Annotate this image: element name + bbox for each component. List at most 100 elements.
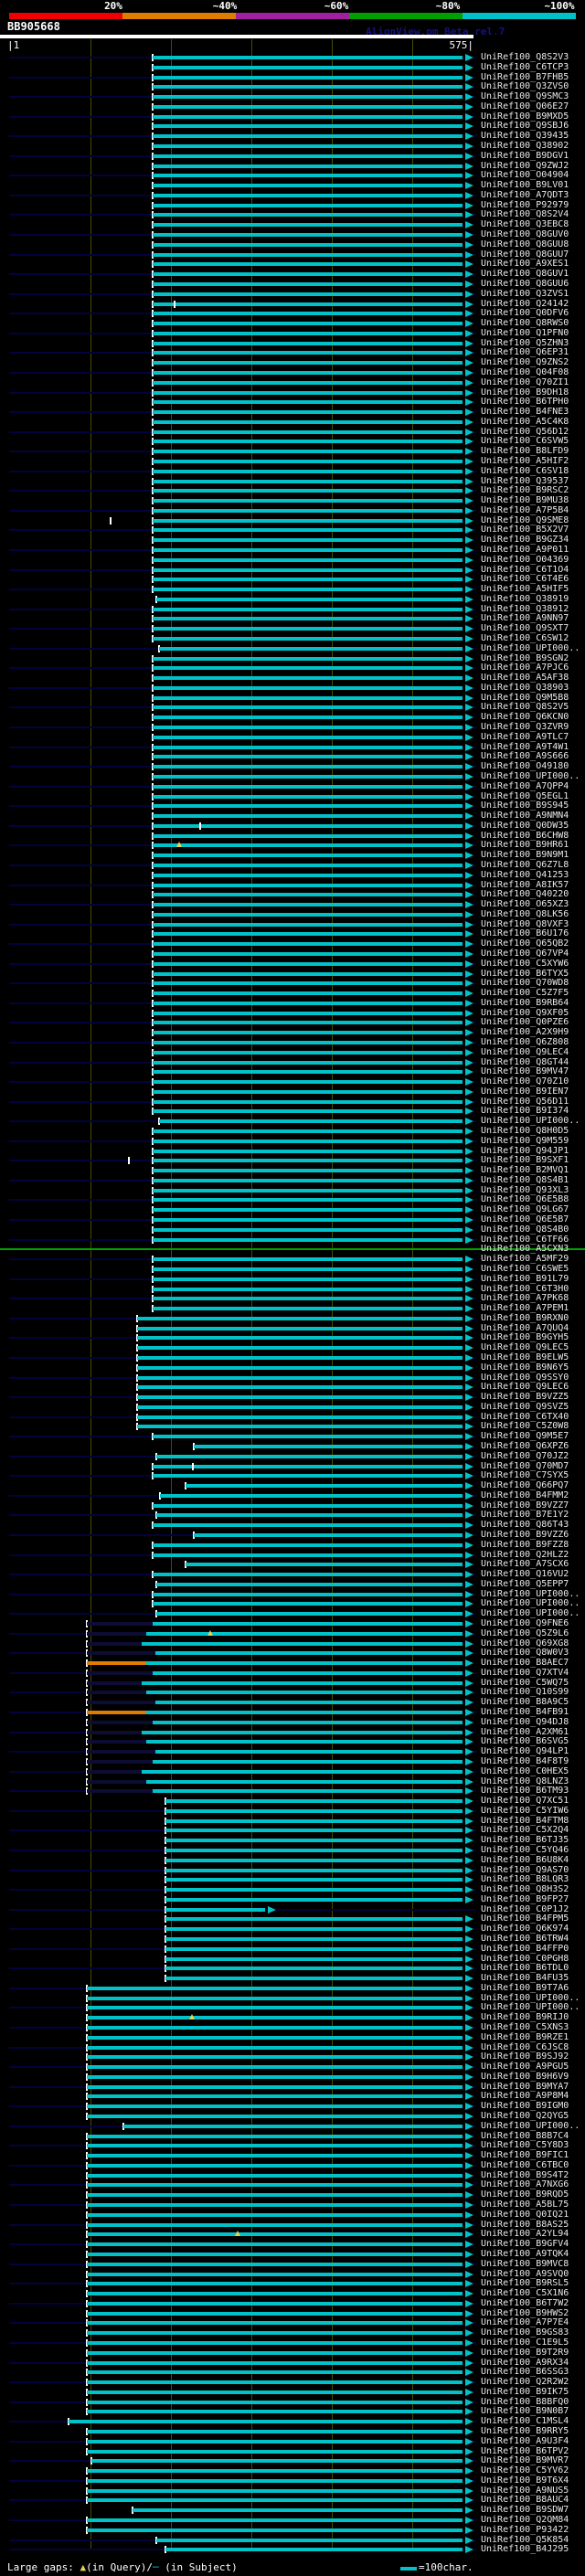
hsp-bar[interactable] — [137, 1395, 463, 1400]
hsp-bar[interactable] — [137, 1346, 463, 1351]
hit-label[interactable]: UniRef100_A7NXG6 — [481, 2179, 569, 2190]
hit-label[interactable]: UniRef100_C5WQ75 — [481, 1677, 569, 1688]
hit-label[interactable]: UniRef100_B9FP27 — [481, 1893, 569, 1904]
hit-label[interactable]: UniRef100_B9MYA7 — [481, 2081, 569, 2092]
hit-label[interactable]: UniRef100_Q65QB2 — [481, 938, 569, 949]
hsp-bar[interactable] — [87, 2390, 463, 2394]
hit-label[interactable]: UniRef100_A7PK68 — [481, 1293, 569, 1304]
hit-label[interactable]: UniRef100_A9T4W1 — [481, 741, 569, 752]
hit-label[interactable]: UniRef100_Q94LP1 — [481, 1746, 569, 1757]
hsp-bar[interactable] — [153, 233, 463, 238]
hsp-bar[interactable] — [146, 1661, 463, 1666]
hsp-bar[interactable] — [87, 2094, 463, 2099]
hit-label[interactable]: UniRef100_Q70MD7 — [481, 1460, 569, 1471]
hit-label[interactable]: UniRef100_UPI000.. — [481, 1608, 580, 1619]
hsp-bar-low-identity[interactable] — [87, 1789, 153, 1794]
hit-label[interactable]: UniRef100_Q0PZE6 — [481, 1017, 569, 1028]
hit-label[interactable]: UniRef100_Q70WD8 — [481, 978, 569, 989]
hit-label[interactable]: UniRef100_B9ELW5 — [481, 1352, 569, 1362]
hsp-bar[interactable] — [87, 2410, 463, 2414]
hit-label[interactable]: UniRef100_Q8GUV1 — [481, 269, 569, 280]
hsp-bar[interactable] — [153, 469, 463, 473]
hsp-bar[interactable] — [133, 2508, 463, 2513]
hit-label[interactable]: UniRef100_Q8S4B1 — [481, 1174, 569, 1185]
hsp-bar[interactable] — [159, 646, 463, 651]
hit-label[interactable]: UniRef100_Q8GUU6 — [481, 278, 569, 289]
hit-label[interactable]: UniRef100_A9P011 — [481, 545, 569, 555]
hsp-bar[interactable] — [153, 716, 463, 720]
hsp-bar[interactable] — [87, 2488, 463, 2493]
hsp-bar[interactable] — [87, 2380, 463, 2385]
hsp-bar[interactable] — [153, 1542, 463, 1547]
hsp-bar[interactable] — [165, 1799, 463, 1804]
hit-label[interactable]: UniRef100_Q8S2V5 — [481, 702, 569, 713]
hsp-bar[interactable] — [153, 302, 463, 306]
hsp-bar[interactable] — [153, 1129, 463, 1134]
hit-label[interactable]: UniRef100_B9T6X4 — [481, 2475, 569, 2486]
hsp-bar[interactable] — [153, 765, 463, 769]
hit-label[interactable]: UniRef100_Q41253 — [481, 869, 569, 880]
hsp-bar[interactable] — [153, 932, 463, 937]
hsp-bar[interactable] — [142, 1680, 463, 1685]
hsp-bar[interactable] — [87, 2498, 463, 2503]
hsp-bar[interactable] — [87, 2144, 463, 2148]
hit-label[interactable]: UniRef100_A9RX34 — [481, 2357, 569, 2368]
hsp-bar[interactable] — [87, 2252, 463, 2256]
hsp-bar[interactable] — [153, 1435, 463, 1439]
hit-label[interactable]: UniRef100_C0PGH8 — [481, 1953, 569, 1964]
hit-label[interactable]: UniRef100_C6T3H0 — [481, 1283, 569, 1294]
hit-label[interactable]: UniRef100_B9SDW7 — [481, 2505, 569, 2516]
hsp-bar[interactable] — [153, 833, 463, 838]
hsp-bar-low-identity[interactable] — [87, 1730, 142, 1734]
hit-label[interactable]: UniRef100_B9N6Y5 — [481, 1362, 569, 1373]
hit-label[interactable]: UniRef100_Q9XF05 — [481, 1007, 569, 1018]
hsp-bar[interactable] — [153, 95, 463, 100]
hsp-bar[interactable] — [153, 213, 463, 217]
hsp-bar[interactable] — [153, 1198, 463, 1203]
hsp-bar[interactable] — [159, 1119, 463, 1124]
hit-label[interactable]: UniRef100_Q3EBC8 — [481, 219, 569, 230]
hsp-bar[interactable] — [87, 2370, 463, 2375]
hsp-bar[interactable] — [87, 2262, 463, 2266]
hit-label[interactable]: UniRef100_Q10S99 — [481, 1687, 569, 1698]
hit-label[interactable]: UniRef100_B9MU38 — [481, 495, 569, 506]
hsp-bar[interactable] — [87, 2163, 463, 2168]
hit-label[interactable]: UniRef100_Q06E27 — [481, 101, 569, 111]
hsp-bar[interactable] — [153, 312, 463, 316]
hsp-bar-low-identity[interactable] — [87, 1661, 146, 1666]
hit-label[interactable]: UniRef100_Q9M5B8 — [481, 692, 569, 703]
hsp-bar[interactable] — [153, 705, 463, 710]
hsp-bar[interactable] — [153, 193, 463, 197]
hit-label[interactable]: UniRef100_Q6EP31 — [481, 347, 569, 358]
hsp-bar[interactable] — [87, 2301, 463, 2306]
hit-label[interactable]: UniRef100_B6TDL0 — [481, 1963, 569, 1974]
hsp-bar[interactable] — [87, 2084, 463, 2089]
hit-label[interactable]: UniRef100_Q9LEC4 — [481, 1046, 569, 1057]
hit-label[interactable]: UniRef100_B9RRY5 — [481, 2425, 569, 2436]
hit-label[interactable]: UniRef100_B9S4T2 — [481, 2169, 569, 2180]
hsp-bar[interactable] — [87, 2469, 463, 2474]
hit-label[interactable]: UniRef100_Q2HLZ2 — [481, 1549, 569, 1560]
hit-label[interactable]: UniRef100_A8IK57 — [481, 879, 569, 890]
hsp-bar[interactable] — [87, 2331, 463, 2336]
hit-label[interactable]: UniRef100_Q40220 — [481, 889, 569, 900]
hit-label[interactable]: UniRef100_A2XM61 — [481, 1726, 569, 1737]
hsp-bar[interactable] — [153, 1307, 463, 1311]
hsp-bar[interactable] — [153, 1109, 463, 1114]
hsp-bar[interactable] — [153, 144, 463, 149]
hsp-bar[interactable] — [153, 1031, 463, 1035]
hsp-bar[interactable] — [87, 2429, 463, 2433]
hit-label[interactable]: UniRef100_B9N9M1 — [481, 850, 569, 861]
hit-label[interactable]: UniRef100_C5XNS3 — [481, 2022, 569, 2032]
hsp-bar[interactable] — [87, 2400, 463, 2404]
hsp-bar[interactable] — [153, 774, 463, 779]
hit-label[interactable]: UniRef100_A7QPP4 — [481, 780, 569, 791]
hsp-bar[interactable] — [153, 903, 463, 907]
hit-label[interactable]: UniRef100_B7E1Y2 — [481, 1510, 569, 1521]
hsp-bar[interactable] — [87, 2528, 463, 2532]
hsp-bar[interactable] — [153, 1208, 463, 1213]
hsp-bar[interactable] — [153, 518, 463, 523]
hit-label[interactable]: UniRef100_Q94JP1 — [481, 1145, 569, 1156]
hit-label[interactable]: UniRef100_B4FMM2 — [481, 1489, 569, 1500]
hsp-bar-low-identity[interactable] — [87, 1680, 142, 1685]
